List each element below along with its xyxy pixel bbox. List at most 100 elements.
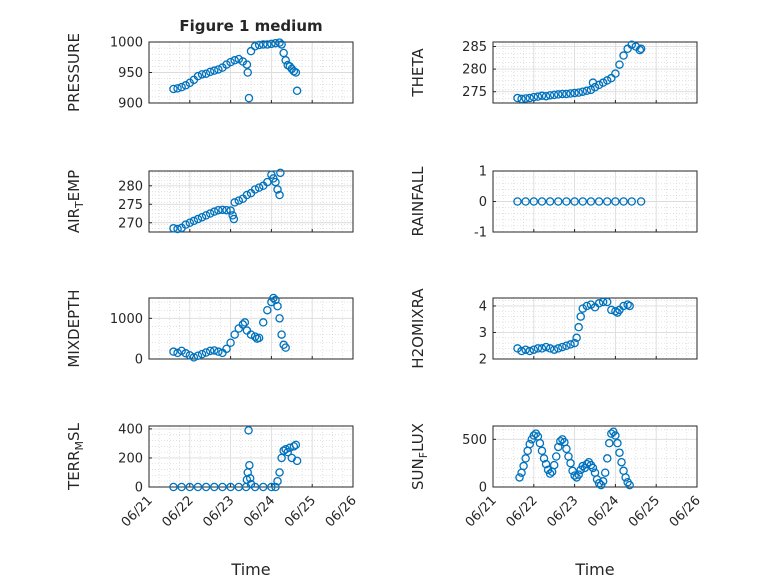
data-point: [254, 40, 264, 50]
data-point: [214, 65, 223, 74]
data-point: [201, 69, 211, 78]
data-point: [582, 301, 592, 311]
data-point: [245, 474, 255, 483]
data-point: [291, 440, 301, 450]
data-point: [636, 44, 646, 54]
data-point: [598, 477, 608, 486]
data-point: [181, 220, 190, 229]
data-point: [533, 92, 543, 101]
data-point: [275, 38, 284, 47]
data-point: [197, 70, 207, 79]
data-point: [570, 88, 579, 98]
data-point: [623, 300, 632, 309]
data-point: [189, 353, 199, 362]
data-point: [562, 341, 571, 350]
data-point: [210, 346, 219, 355]
panel-air-temp: 270 275 280 AIRTEMP: [65, 168, 354, 234]
data-point: [281, 343, 290, 352]
data-point: [541, 91, 551, 101]
data-point: [173, 84, 182, 93]
y-tick-label: 200: [118, 451, 143, 466]
x-tick-label: 06/22: [160, 493, 197, 530]
data-point: [562, 197, 571, 206]
data-point: [594, 478, 604, 488]
data-point: [574, 322, 583, 332]
data-point: [635, 45, 645, 55]
y-tick-label: 285: [462, 40, 487, 55]
data-point: [214, 205, 223, 215]
data-point: [545, 197, 555, 206]
data-point: [576, 312, 585, 321]
data-point: [226, 482, 235, 492]
data-point: [600, 468, 610, 477]
data-point: [636, 197, 646, 206]
data-point: [598, 297, 608, 307]
data-point: [273, 476, 282, 486]
data-point: [258, 318, 268, 327]
data-point: [181, 349, 190, 358]
data-point: [521, 94, 530, 103]
x-tick-label: 06/21: [119, 493, 156, 530]
y-tick-label: 1000: [110, 36, 143, 51]
data-point: [625, 301, 634, 311]
data-point: [594, 80, 604, 90]
data-point: [605, 438, 614, 448]
data-point: [619, 301, 628, 311]
data-point: [537, 91, 547, 101]
data-point: [533, 344, 543, 353]
data-point: [539, 454, 549, 463]
data-point: [197, 349, 207, 359]
data-point: [289, 442, 299, 451]
data-point: [602, 197, 612, 206]
data-point: [562, 444, 571, 454]
y-axis-label: MIXDEPTH: [65, 289, 83, 367]
y-tick-label: 900: [118, 97, 143, 112]
data-point: [292, 86, 302, 96]
x-tick-label: 06/22: [504, 493, 541, 530]
data-point: [551, 452, 561, 461]
x-tick-label: 06/23: [544, 493, 581, 530]
panel-terr-msl: 0 200 400 TERRMSL 06/21 06/22 06/23 06/24 06/25 0…: [65, 422, 360, 530]
data-point: [275, 468, 284, 477]
x-tick-label: 06/25: [626, 493, 663, 530]
data-point: [611, 431, 620, 440]
data-point: [545, 469, 555, 478]
data-point: [521, 197, 530, 206]
data-point: [602, 454, 612, 463]
data-point: [269, 293, 278, 303]
data-point: [582, 459, 592, 469]
y-tick-label: 0: [135, 353, 143, 368]
x-tick-label: 06/24: [241, 493, 278, 530]
data-point: [513, 197, 522, 206]
y-axis-label: THETA: [409, 48, 427, 98]
data-point: [529, 345, 539, 354]
data-point: [568, 466, 577, 476]
panel-pressure: 900 950 1000 PRESSURE: [65, 33, 354, 112]
data-point: [529, 197, 539, 206]
data-point: [566, 89, 575, 98]
data-point: [271, 482, 280, 492]
data-point: [517, 94, 526, 104]
axes-box: [492, 41, 698, 104]
data-point: [193, 71, 203, 81]
data-point: [521, 345, 530, 354]
data-point: [177, 482, 186, 492]
data-point: [621, 473, 630, 482]
data-point: [250, 42, 260, 51]
data-point: [254, 183, 264, 192]
y-axis-label: TERRMSL: [65, 422, 86, 491]
data-point: [611, 307, 620, 316]
data-point: [185, 351, 195, 360]
data-point: [615, 448, 624, 457]
data-point: [566, 340, 575, 349]
data-point: [193, 214, 203, 224]
data-point: [273, 301, 282, 311]
y-tick-label: 0: [135, 481, 143, 496]
data-point: [588, 463, 598, 473]
data-point: [222, 344, 231, 354]
data-point: [210, 482, 219, 492]
data-point: [549, 345, 559, 354]
data-point: [537, 344, 547, 353]
data-point: [292, 456, 302, 466]
data-point: [541, 342, 551, 352]
